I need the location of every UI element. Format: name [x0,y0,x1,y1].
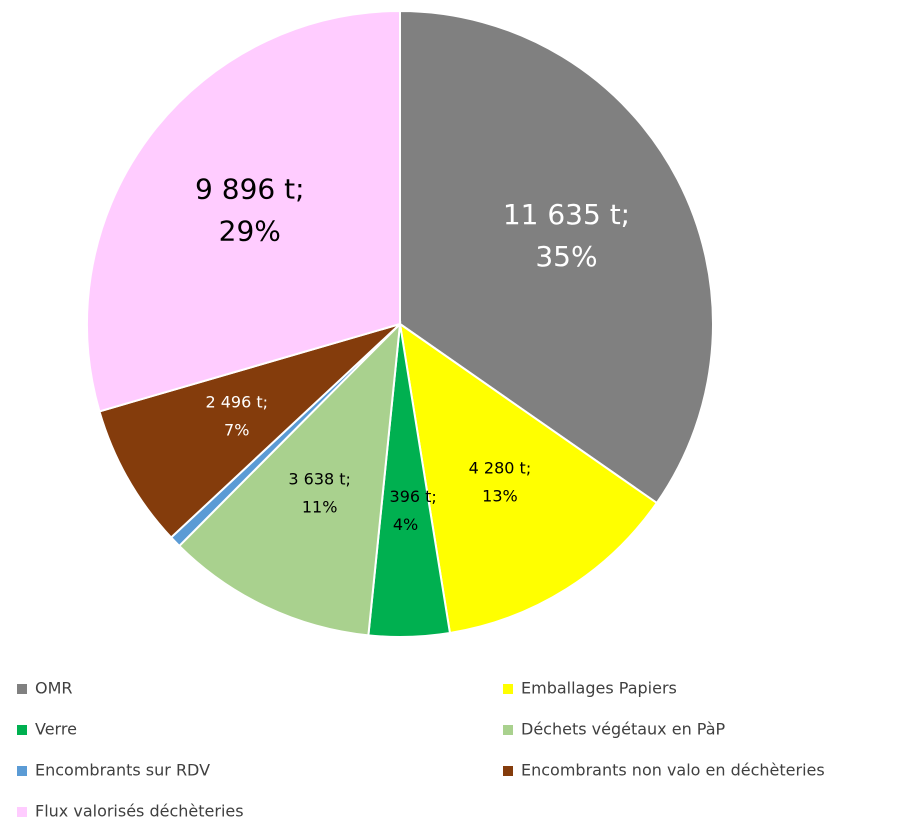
legend-label: Emballages Papiers [521,679,677,698]
legend-label: Déchets végétaux en PàP [521,720,726,739]
legend-swatch [503,725,513,735]
legend-swatch [503,684,513,694]
pie-slice [398,321,659,635]
slice-value-label: 4 280 t; [469,459,532,478]
legend-swatch [17,684,27,694]
slice-value-label: 1 396 t; [374,487,437,506]
legend-swatch [503,766,513,776]
slice-percent-label: 35% [535,240,597,273]
slice-percent-label: 11% [302,497,338,516]
slice-percent-label: 7% [224,420,249,439]
slice-percent-label: 29% [219,214,281,247]
pie-slice [177,321,402,637]
slice-percent-label: 13% [482,487,518,506]
pie-slice [98,323,401,539]
legend-label: Flux valorisés déchèteries [35,802,244,821]
pie-slice [399,9,714,505]
slice-value-label: 2 496 t; [205,392,268,411]
slice-value-label: 11 635 t; [503,198,630,231]
pie-slice [86,9,401,413]
legend-swatch [17,807,27,817]
slice-value-label: 9 896 t; [195,172,304,205]
legend-swatch [17,725,27,735]
slice-percent-label: 4% [393,515,418,534]
legend-label: Verre [35,720,77,739]
legend-swatch [17,766,27,776]
legend-label: Encombrants sur RDV [35,761,210,780]
legend-label: Encombrants non valo en déchèteries [521,761,825,780]
slice-value-label: 3 638 t; [288,469,351,488]
legend-label: OMR [35,679,73,698]
